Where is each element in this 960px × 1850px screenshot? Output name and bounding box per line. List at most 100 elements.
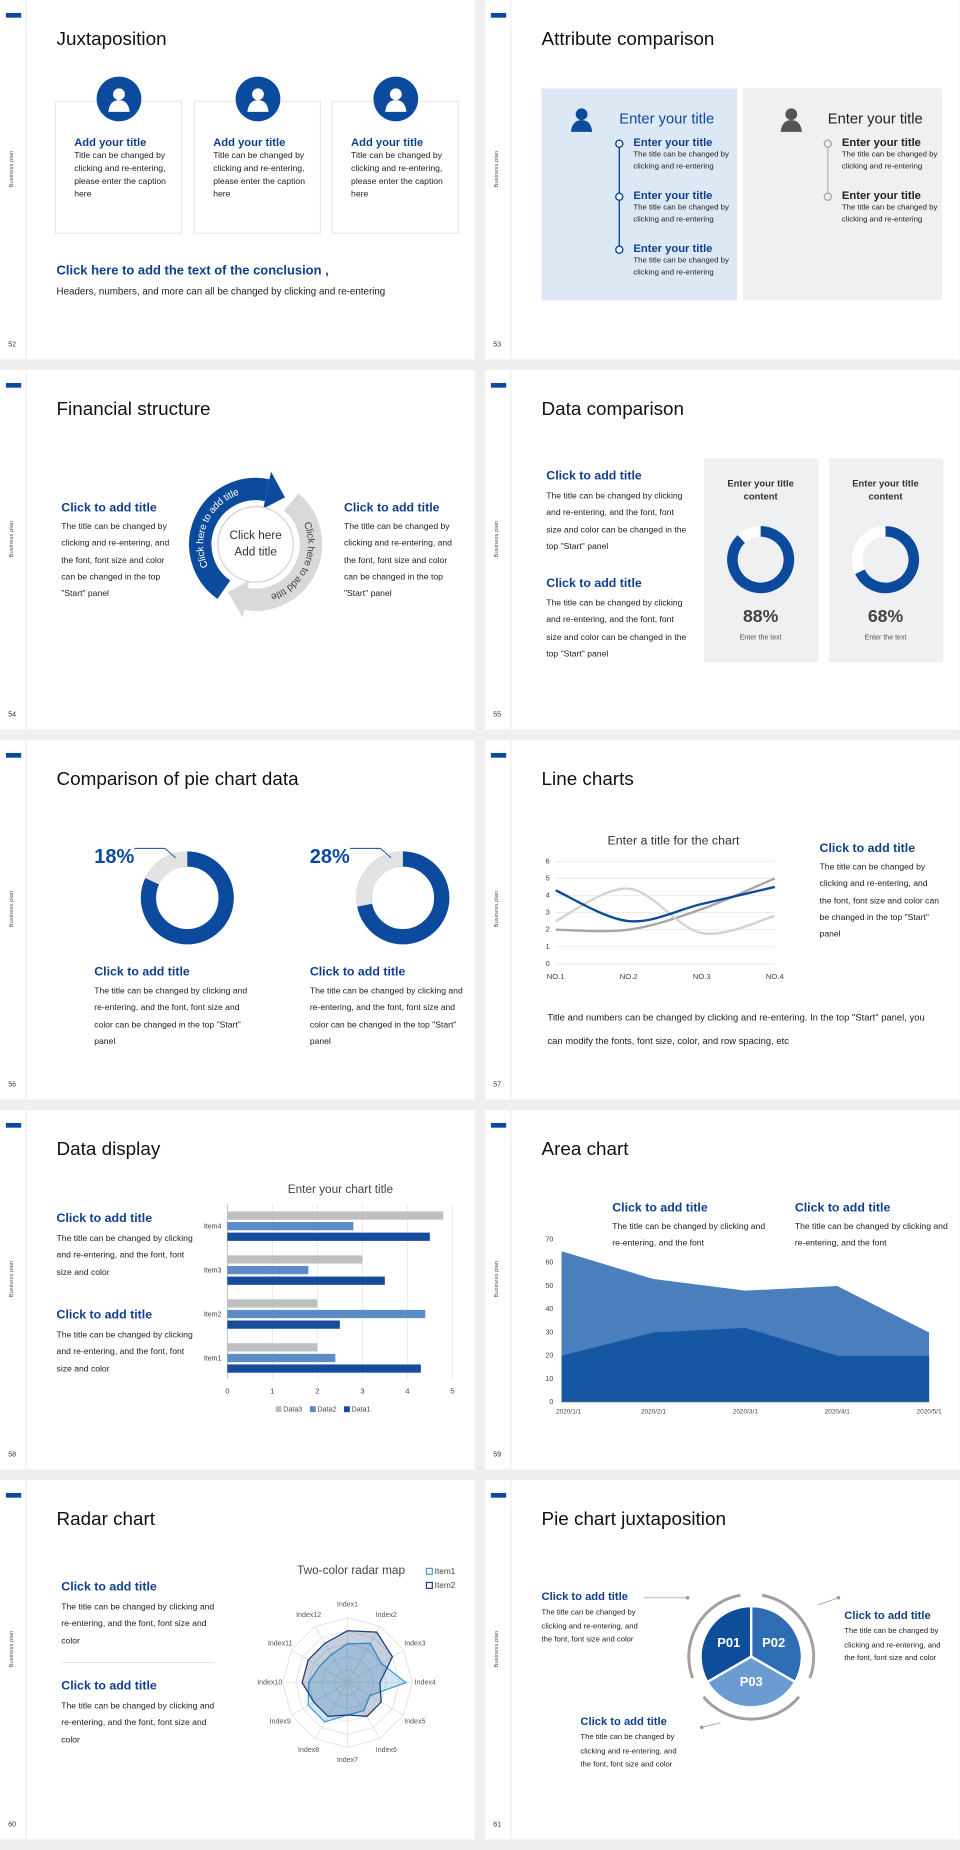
- cycle-arc-blue: [189, 477, 270, 599]
- outer-arc: [687, 1593, 741, 1679]
- panel-title: Enter your title: [827, 110, 923, 128]
- side-label: Business plan: [8, 890, 16, 928]
- x-tick-label: 0: [225, 1387, 229, 1396]
- page-number: 56: [8, 1081, 17, 1089]
- slide-title: Pie chart juxtaposition: [541, 1509, 726, 1530]
- x-tick-label: 1: [270, 1387, 274, 1396]
- block-text: The title can be changed by clicking and…: [94, 985, 248, 1047]
- icon-body: [780, 120, 802, 132]
- block-title: Click to add title: [56, 1307, 153, 1323]
- slide-title: Financial structure: [56, 399, 211, 420]
- logo: [5, 12, 22, 18]
- bar: [227, 1299, 318, 1308]
- page-number: 60: [8, 1821, 17, 1829]
- side-label: Business plan: [493, 520, 501, 558]
- bar: [227, 1276, 385, 1285]
- timeline-dot: [615, 139, 624, 148]
- block-title: Click to add title: [546, 576, 642, 591]
- x-tick-label: 5: [450, 1387, 454, 1396]
- x-tick-label: 2020/4/1: [825, 1408, 851, 1415]
- radar-spoke: [347, 1626, 381, 1683]
- leader-line: [349, 847, 392, 859]
- center-text: Add title: [234, 546, 277, 559]
- block-title: Click to add title: [580, 1715, 667, 1729]
- y-tick-label: Item1: [204, 1355, 222, 1362]
- x-tick-label: NO.3: [693, 972, 711, 981]
- card-title: Add your title: [74, 136, 147, 150]
- page-number: 57: [493, 1081, 502, 1089]
- x-tick-label: 2020/2/1: [641, 1408, 667, 1415]
- block-text: The title can be changed by clicking and…: [61, 1601, 215, 1646]
- page-number: 53: [493, 341, 502, 349]
- block-text: The title can be changed by clicking and…: [56, 1232, 193, 1277]
- legend-swatch: [275, 1406, 282, 1413]
- leader-line: [134, 847, 176, 859]
- radar-label: Index6: [376, 1747, 397, 1754]
- slide-graphics: 0 10 20 30 40 50 60 70 2020/1/1 2020/2/1 2020/3/1 2…: [490, 1110, 942, 1470]
- block-title: Click to add title: [343, 500, 440, 515]
- icon-head: [389, 88, 402, 101]
- legend-swatch: [309, 1406, 316, 1413]
- icon-head: [785, 108, 798, 121]
- y-tick-label: Item2: [204, 1311, 222, 1318]
- slide: 18% 28% Business plan 56 Comparison of pie c…: [0, 740, 475, 1100]
- slide-graphics: [490, 0, 943, 360]
- slide-title: Line charts: [541, 769, 634, 790]
- chart-title: Enter a title for the chart: [608, 834, 740, 848]
- side-label: Business plan: [493, 890, 501, 928]
- y-tick-label: 10: [545, 1376, 553, 1383]
- side-label: Business plan: [493, 1260, 501, 1298]
- block-text: The title can be changed by clicking and…: [56, 1329, 193, 1374]
- y-tick-label: 3: [546, 908, 550, 917]
- logo: [5, 1492, 22, 1498]
- item-text: The title can be changed by clicking and…: [841, 203, 938, 224]
- y-tick-label: Item4: [204, 1224, 222, 1231]
- card-title: Add your title: [351, 136, 424, 150]
- note: Title and numbers can be changed by clic…: [547, 1012, 925, 1047]
- outer-arc: [761, 1593, 816, 1679]
- block-title: Click to add title: [61, 1580, 157, 1595]
- slide-title: Area chart: [541, 1139, 629, 1160]
- block-text: The title can be changed by clicking and…: [580, 1733, 677, 1769]
- icon-head: [575, 108, 588, 121]
- icon-head: [113, 88, 125, 101]
- timeline-dot: [823, 192, 833, 201]
- radar-spoke: [347, 1649, 404, 1683]
- donut-title: Enter your title content: [852, 478, 919, 502]
- x-tick-label: NO.4: [766, 972, 785, 981]
- y-tick-label: 0: [546, 959, 550, 968]
- donut-box: [704, 458, 819, 663]
- side-label: Business plan: [493, 1630, 501, 1668]
- donut-label: 28%: [310, 846, 350, 868]
- donut-value: [727, 526, 795, 594]
- timeline-dot: [615, 245, 624, 254]
- area: [561, 1327, 930, 1403]
- item-title: Enter your title: [633, 242, 713, 256]
- slide-title: Juxtaposition: [56, 29, 167, 50]
- page-number: 59: [493, 1451, 502, 1459]
- radar-spoke: [314, 1682, 348, 1739]
- radar-label: Index3: [404, 1641, 425, 1648]
- x-tick-label: 4: [405, 1387, 410, 1396]
- logo: [490, 1492, 507, 1498]
- block-title: Click to add title: [546, 468, 642, 484]
- logo: [5, 752, 22, 758]
- y-tick-label: 2: [546, 925, 550, 934]
- segment-label: P03: [740, 1674, 763, 1689]
- item-title: Enter your title: [633, 136, 713, 150]
- bar: [227, 1309, 426, 1319]
- bar: [227, 1320, 340, 1329]
- block-title: Click to add title: [541, 1590, 628, 1604]
- line-series: [555, 885, 776, 923]
- side-label: Business plan: [8, 1260, 16, 1298]
- item-title: Enter your title: [633, 189, 713, 203]
- slide: Enter a title for the chart 0 1 2 3 4 5 6 NO.1 NO…: [485, 740, 960, 1100]
- bar: [227, 1255, 363, 1264]
- page-number: 55: [493, 711, 502, 719]
- radar-label: Index4: [415, 1679, 436, 1686]
- block-title: Click to add title: [819, 841, 916, 856]
- slide: Two-color radar map Index1 Index2 Index3 Ind…: [0, 1480, 475, 1840]
- slide: 88% Enter the text 68% Enter the text Busine…: [485, 370, 960, 730]
- bar: [227, 1222, 354, 1231]
- slide-title: Data comparison: [541, 399, 685, 420]
